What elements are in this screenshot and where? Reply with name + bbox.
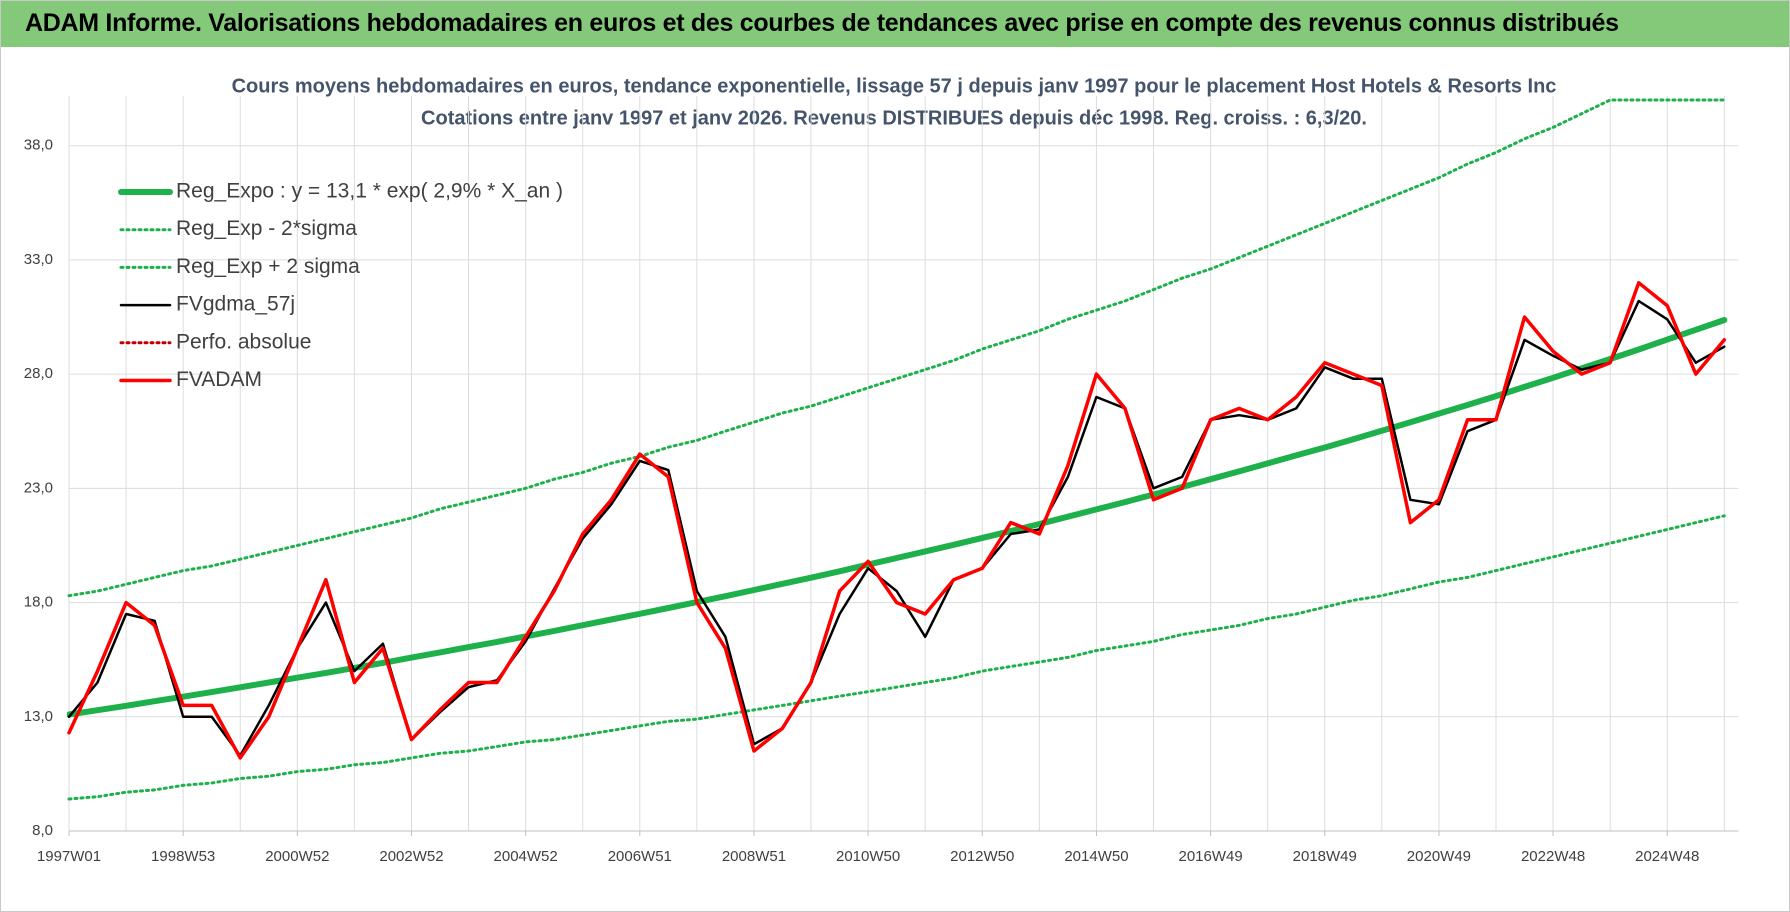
header-title: ADAM Informe. Valorisations hebdomadaire… — [25, 9, 1619, 37]
y-tick-label: 13,0 — [24, 708, 53, 725]
y-tick-label: 8,0 — [32, 822, 53, 839]
x-tick-label: 2016W49 — [1178, 848, 1242, 865]
x-tick-label: 2008W51 — [722, 848, 786, 865]
x-tick-label: 2020W49 — [1407, 848, 1471, 865]
x-tick-label: 2014W50 — [1064, 848, 1128, 865]
x-tick-label: 2010W50 — [836, 848, 900, 865]
y-tick-label: 33,0 — [24, 251, 53, 268]
series-line — [67, 281, 1727, 760]
legend-label: FVgdma_57j — [176, 293, 295, 316]
x-tick-label: 2024W48 — [1635, 848, 1699, 865]
y-tick-label: 18,0 — [24, 594, 53, 611]
y-tick-label: 28,0 — [24, 365, 53, 382]
x-tick-label: 1997W01 — [37, 848, 101, 865]
x-tick-label: 2006W51 — [608, 848, 672, 865]
legend-label: Perfo. absolue — [176, 330, 311, 353]
grid — [68, 96, 1739, 832]
x-tick-label: 2002W52 — [379, 848, 443, 865]
series-line — [67, 514, 1726, 801]
legend-label: Reg_Expo : y = 13,1 * exp( 2,9% * X_an ) — [176, 180, 563, 203]
y-tick-label: 38,0 — [24, 137, 53, 154]
x-tick-label: 2000W52 — [265, 848, 329, 865]
legend-label: Reg_Exp + 2 sigma — [176, 255, 360, 278]
legend-label: FVADAM — [176, 368, 262, 391]
x-tick-label: 2022W48 — [1521, 848, 1585, 865]
header-bar: ADAM Informe. Valorisations hebdomadaire… — [1, 1, 1789, 47]
series-line — [67, 98, 1726, 598]
legend-label: Reg_Exp - 2*sigma — [176, 217, 357, 240]
x-tick-label: 1998W53 — [151, 848, 215, 865]
series-line — [67, 317, 1728, 718]
x-tick-label: 2018W49 — [1293, 848, 1357, 865]
chart-subtitle: Cotations entre janv 1997 et janv 2026. … — [421, 107, 1367, 129]
legend: Reg_Expo : y = 13,1 * exp( 2,9% * X_an )… — [118, 180, 563, 391]
plot-lines — [67, 98, 1728, 801]
chart-title: Cours moyens hebdomadaires en euros, ten… — [232, 75, 1557, 97]
y-tick-label: 23,0 — [24, 479, 53, 496]
x-tick-label: 2004W52 — [494, 848, 558, 865]
axes: 8,0 13,0 18,0 23,0 28,0 33,0 38,0 1997W01 1998W5… — [24, 137, 1739, 865]
x-tick-label: 2012W50 — [950, 848, 1014, 865]
